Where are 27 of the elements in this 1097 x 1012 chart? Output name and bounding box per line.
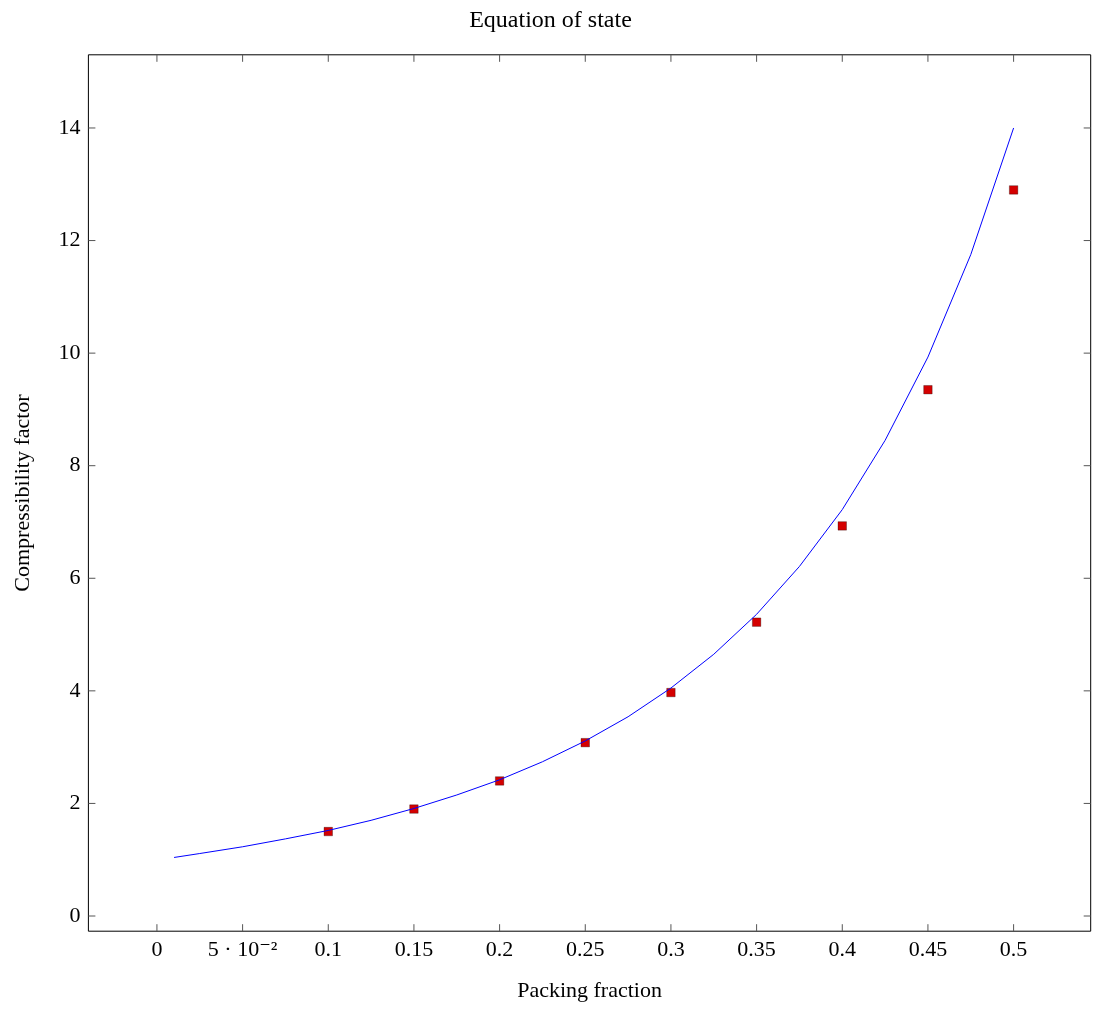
x-tick-label: 0.5 — [999, 936, 1028, 962]
x-tick-label: 0.15 — [394, 936, 434, 962]
y-tick-label: 14 — [58, 113, 81, 139]
point — [1009, 185, 1018, 195]
x-tick-label: 0.45 — [908, 936, 948, 962]
y-axis-title: Compressibility factor — [8, 393, 34, 592]
x-tick-label: 0.25 — [566, 936, 605, 962]
x-tick-label: 0 — [151, 936, 163, 962]
y-tick-label: 4 — [69, 676, 81, 702]
x-tick-label: 0.35 — [737, 936, 776, 962]
y-tick-label: 12 — [58, 226, 81, 252]
x-tick-label: 0.1 — [314, 936, 343, 962]
chart-title: Equation of state — [469, 5, 632, 32]
x-tick-label: 0.4 — [828, 936, 857, 962]
y-tick-label: 0 — [69, 901, 81, 927]
y-tick-label: 6 — [69, 564, 81, 590]
x-axis-title: Packing fraction — [517, 976, 662, 1002]
point — [837, 521, 847, 531]
y-tick-label: 8 — [69, 451, 81, 477]
x-tick-label: 0.3 — [657, 936, 685, 962]
y-tick-label: 2 — [69, 789, 81, 815]
point — [923, 385, 933, 395]
y-tick-label: 10 — [58, 338, 81, 364]
x-tick-label: 0.2 — [485, 936, 514, 962]
point — [666, 688, 676, 697]
point — [752, 617, 761, 627]
x-tick-label: 5 · 10⁻² — [207, 936, 278, 962]
